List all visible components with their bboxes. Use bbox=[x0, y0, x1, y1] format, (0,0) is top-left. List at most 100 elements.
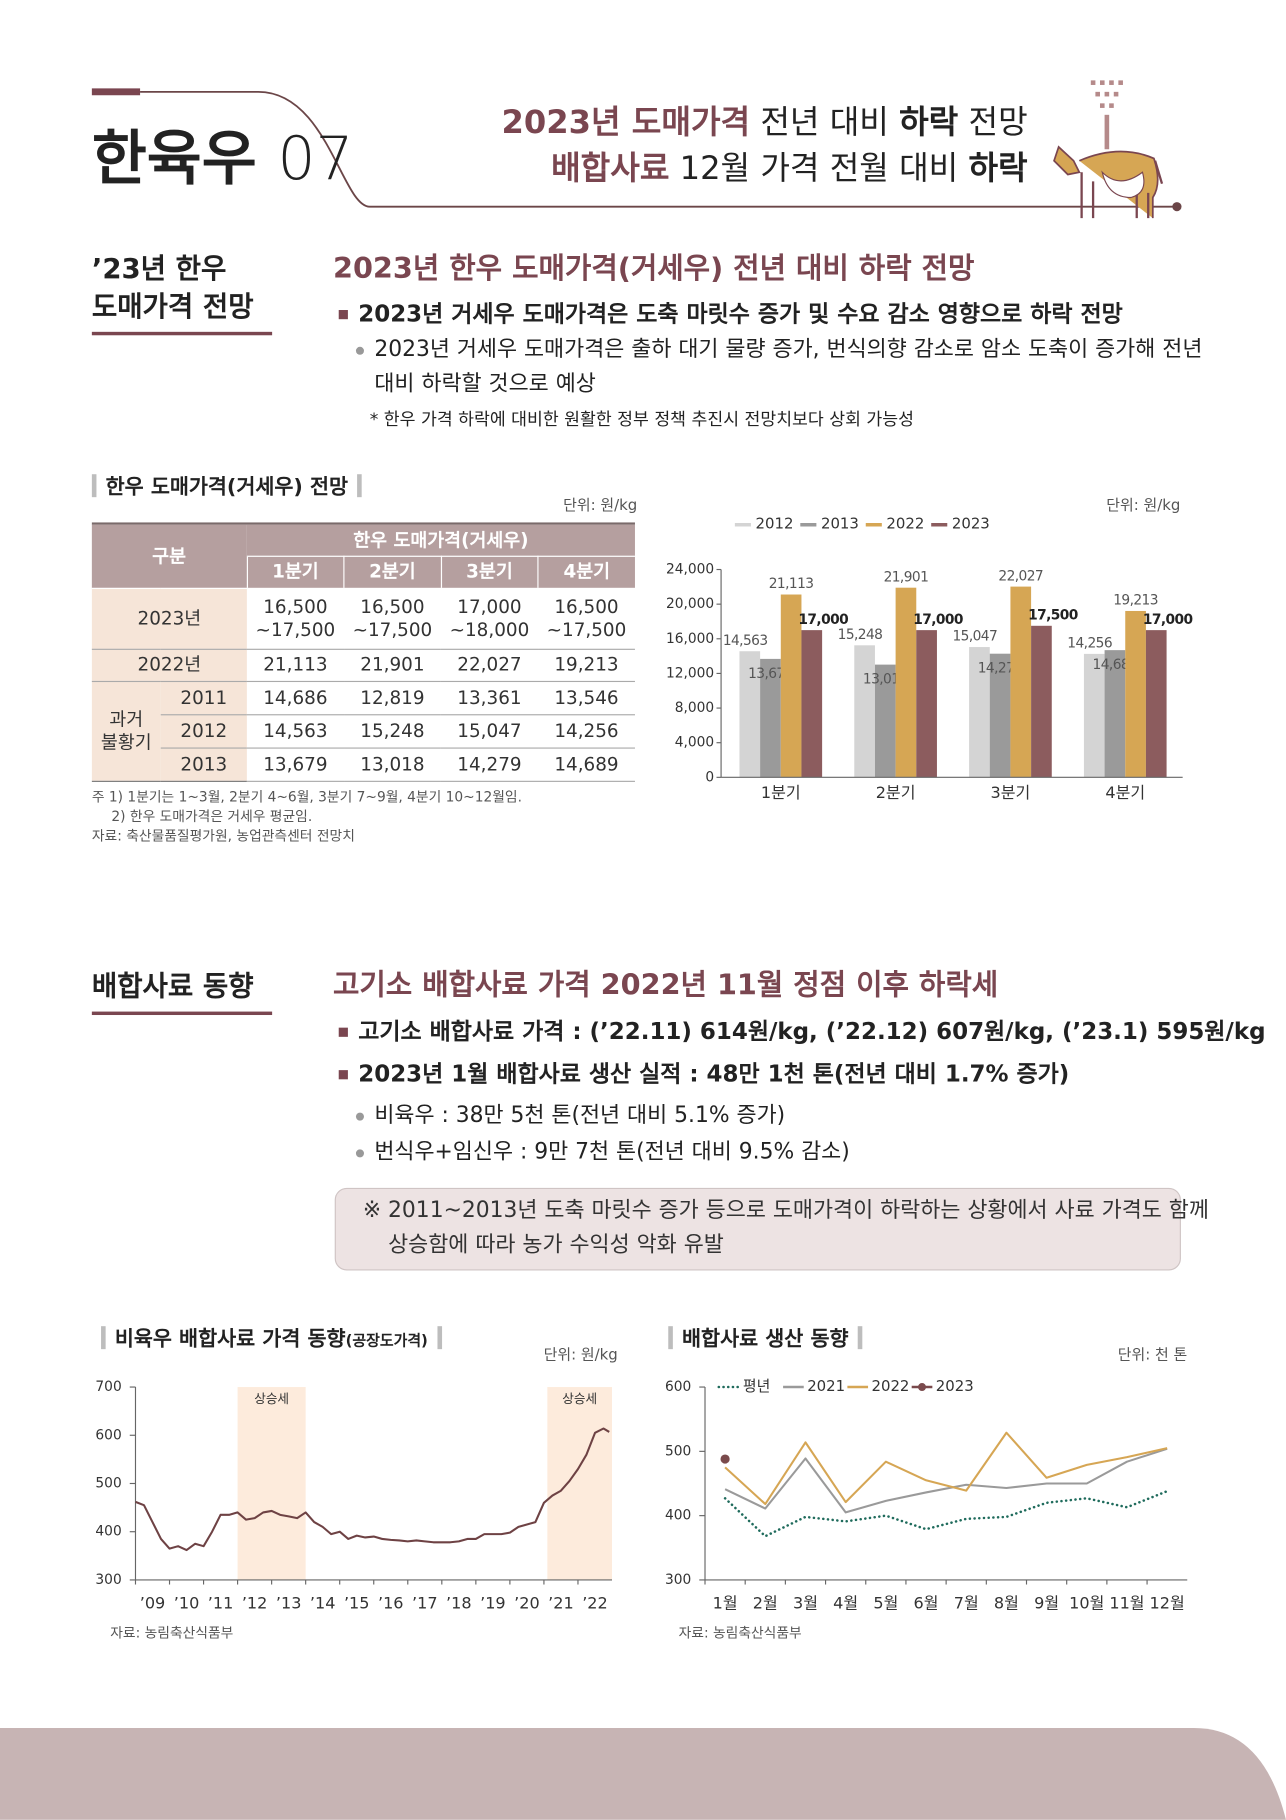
table-cell: 14,686 bbox=[246, 680, 344, 715]
cell-text: 21,113 bbox=[263, 653, 328, 676]
headline-seg: 하락 bbox=[899, 103, 959, 142]
table-cell: 21,113 bbox=[246, 648, 344, 682]
title-text: 한우 도매가격(거세우) 전망 bbox=[105, 475, 349, 500]
band-label: 상승세 bbox=[562, 1391, 597, 1406]
table-cell: 14,279 bbox=[440, 747, 538, 782]
cell-text: 15,047 bbox=[457, 719, 522, 742]
bar bbox=[895, 587, 917, 778]
section-heading: 고기소 배합사료 가격 2022년 11월 정점 이후 하락세 bbox=[332, 967, 999, 1002]
y-tick-label: 400 bbox=[665, 1508, 691, 1524]
cell-text: 14,256 bbox=[554, 719, 619, 742]
unit-label: 단위: 원/kg bbox=[1106, 497, 1181, 515]
table-cell: 13,361 bbox=[440, 680, 538, 715]
unit-label: 단위: 원/kg bbox=[563, 497, 638, 515]
data-label: 17,000 bbox=[798, 612, 848, 628]
x-tick-label: 4월 bbox=[833, 1594, 858, 1613]
table-cell: 19,213 bbox=[537, 648, 635, 682]
cell-text: 14,689 bbox=[554, 753, 619, 775]
y-tick-label: 400 bbox=[95, 1524, 121, 1540]
legend-label: 2012 bbox=[756, 515, 794, 533]
title-bar bbox=[101, 1326, 106, 1350]
section-label: ’23년 한우 bbox=[91, 252, 227, 285]
bar bbox=[780, 594, 802, 778]
header-rule-dot bbox=[1172, 202, 1182, 212]
cell-text: 21,901 bbox=[360, 653, 425, 676]
table-row: 2013 13,679 13,018 14,279 14,689 bbox=[92, 747, 635, 782]
headline-seg: 12월 가격 전월 대비 bbox=[669, 149, 969, 188]
table-cell: 16,500 ~17,500 bbox=[246, 587, 344, 650]
section-label: 도매가격 전망 bbox=[91, 290, 254, 323]
bar bbox=[1104, 650, 1126, 778]
header-rule bbox=[140, 90, 1174, 208]
title-bar bbox=[857, 1326, 863, 1350]
sub-bullet-text: 2023년 거세우 도매가격은 출하 대기 물량 증가, 번식의향 감소로 암소… bbox=[374, 336, 1203, 362]
headline-seg: 2023년 도매가격 bbox=[501, 103, 751, 142]
x-tick-label: ’10 bbox=[174, 1594, 200, 1613]
title-text: 한육우 bbox=[91, 125, 257, 195]
title-text: 배합사료 생산 동향 bbox=[682, 1327, 849, 1352]
legend-marker bbox=[917, 1383, 927, 1392]
x-tick-label: ’19 bbox=[480, 1594, 506, 1613]
header-cell: 3분기 bbox=[440, 555, 538, 589]
row-label: 2023년 bbox=[91, 587, 247, 650]
table-title: 한우 도매가격(거세우) 전망 bbox=[91, 471, 362, 501]
bar bbox=[874, 664, 896, 778]
unit-label: 단위: 천 톤 bbox=[1117, 1346, 1188, 1365]
line-series bbox=[724, 1447, 1168, 1514]
cell-text: 14,279 bbox=[457, 753, 522, 775]
legend-label: 2023 bbox=[952, 515, 990, 533]
x-tick-label: ’15 bbox=[344, 1594, 370, 1613]
x-tick-label: ’18 bbox=[446, 1594, 472, 1613]
cell-text: 16,500 bbox=[263, 596, 328, 619]
data-label: 15,248 bbox=[838, 627, 883, 643]
data-label: 17,000 bbox=[1143, 612, 1193, 628]
section-label: 배합사료 동향 bbox=[91, 970, 254, 1003]
x-tick-label: 10월 bbox=[1069, 1594, 1104, 1613]
y-tick-label: 500 bbox=[665, 1443, 691, 1459]
bullet-dot bbox=[355, 1112, 364, 1121]
line-series bbox=[724, 1431, 1168, 1506]
x-tick-label: 6월 bbox=[914, 1594, 939, 1613]
x-tick-label: 5월 bbox=[873, 1594, 898, 1613]
x-tick-label: ’16 bbox=[378, 1594, 404, 1613]
bar bbox=[989, 653, 1011, 778]
cell-text: 13,679 bbox=[263, 753, 328, 775]
cell-text: ~17,500 bbox=[546, 618, 627, 641]
table-cell: 21,901 bbox=[343, 648, 441, 682]
table-cell: 12,819 bbox=[343, 680, 441, 715]
sub-bullet-text: 번식우+임신우 : 9만 7천 톤(전년 대비 9.5% 감소) bbox=[374, 1139, 850, 1165]
data-table: 구분 한우 도매가격(거세우) 1분기 2분기 3분기 4분기 2023년 16,500 ~17… bbox=[91, 524, 635, 782]
title-bar bbox=[357, 474, 362, 498]
x-tick-label: 4분기 bbox=[1105, 783, 1145, 802]
headline-seg: 전년 대비 bbox=[750, 103, 900, 142]
data-label: 17,500 bbox=[1028, 607, 1078, 623]
x-tick-label: 3월 bbox=[793, 1594, 818, 1613]
cell-text: 16,500 bbox=[554, 596, 619, 619]
title-number: 07 bbox=[277, 125, 354, 195]
page-title: 한육우 07 bbox=[91, 125, 354, 195]
shaded-band bbox=[237, 1387, 306, 1580]
bar bbox=[1031, 625, 1052, 778]
table-cell: 14,256 bbox=[537, 714, 635, 749]
bar bbox=[1125, 610, 1146, 778]
title-note: (공장도가격) bbox=[345, 1333, 428, 1351]
cell-text: ~17,500 bbox=[255, 618, 336, 641]
x-tick-label: 1월 bbox=[713, 1594, 738, 1613]
header-cell: 구분 bbox=[91, 524, 247, 589]
title-bar bbox=[437, 1326, 442, 1350]
bar bbox=[1145, 630, 1167, 778]
table-row: 과거 불황기 2011 14,686 12,819 13,361 13,546 bbox=[91, 680, 635, 782]
cell-text: 16,500 bbox=[360, 596, 425, 619]
y-tick-label: 500 bbox=[95, 1475, 121, 1491]
table-wrap: 구분 한우 도매가격(거세우) 1분기 2분기 3분기 4분기 2023년 16,500 ~17… bbox=[91, 522, 635, 782]
callout-text: ※ 2011~2013년 도축 마릿수 증가 등으로 도매가격이 하락하는 상황… bbox=[362, 1197, 1209, 1223]
cell-text: 19,213 bbox=[554, 653, 619, 676]
cell-text: 12,819 bbox=[360, 686, 425, 709]
x-tick-label: 9월 bbox=[1034, 1594, 1059, 1613]
sub-bullet-text: 대비 하락할 것으로 예상 bbox=[374, 370, 596, 397]
header-row: 1분기 2분기 3분기 4분기 bbox=[92, 555, 635, 589]
cell-text: ~18,000 bbox=[449, 618, 530, 641]
data-label: 22,027 bbox=[998, 568, 1043, 584]
